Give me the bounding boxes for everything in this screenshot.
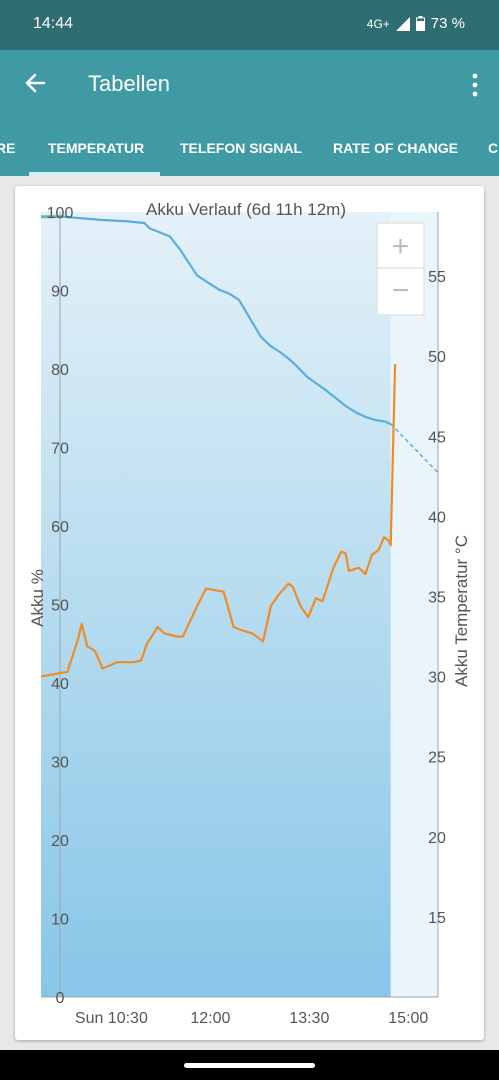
back-arrow-icon[interactable] xyxy=(20,68,50,98)
battery-line xyxy=(41,215,392,426)
y-axis-label-left: Akku % xyxy=(28,569,47,627)
signal-icon xyxy=(395,16,410,31)
zoom-controls: + − xyxy=(376,222,425,316)
y-axis-label-right: Akku Temperatur °C xyxy=(452,535,471,687)
y-tick-right: 55 xyxy=(428,269,446,286)
app-bar: Tabellen xyxy=(0,50,499,118)
tab-bar: RE TEMPERATUR TELEFON SIGNAL RATE OF CHA… xyxy=(0,118,499,176)
projection-region xyxy=(390,212,438,997)
y-tick-left: 10 xyxy=(51,912,69,929)
tab-previous[interactable]: RE xyxy=(0,140,16,156)
y-tick-left: 20 xyxy=(51,833,69,850)
tab-rate-of-change[interactable]: RATE OF CHANGE xyxy=(333,140,458,156)
zoom-in-icon: + xyxy=(392,230,410,263)
x-tick: 15:00 xyxy=(388,1010,428,1027)
chart-title: Akku Verlauf (6d 11h 12m) xyxy=(146,200,346,219)
y-tick-right: 15 xyxy=(428,910,446,927)
x-tick: 12:00 xyxy=(190,1010,230,1027)
y-tick-left: 60 xyxy=(51,519,69,536)
tab-indicator xyxy=(29,172,160,176)
y-tick-left: 100 xyxy=(47,205,74,222)
y-tick-left: 70 xyxy=(51,441,69,458)
x-tick: Sun 10:30 xyxy=(75,1010,148,1027)
battery-chart[interactable]: 0 10 20 30 40 50 60 70 80 90 100 15 20 25 30 35 40 45 50 55… xyxy=(15,186,484,1040)
network-type: 4G+ xyxy=(366,16,390,31)
temperature-line xyxy=(40,364,397,678)
y-tick-left: 40 xyxy=(51,676,69,693)
y-tick-right: 40 xyxy=(428,509,446,526)
zoom-out-button[interactable] xyxy=(376,267,425,316)
navigation-bar xyxy=(0,1050,499,1080)
status-indicators: 4G+ 73 % xyxy=(367,15,465,32)
tab-temperatur[interactable]: TEMPERATUR xyxy=(48,140,145,156)
status-bar: 14:44 4G+ 73 % xyxy=(0,0,499,50)
y-tick-left: 30 xyxy=(51,755,69,772)
battery-percent: 73 % xyxy=(430,15,465,32)
chart-card: 0 10 20 30 40 50 60 70 80 90 100 15 20 25 30 35 40 45 50 55… xyxy=(15,186,484,1040)
y-tick-left: 0 xyxy=(56,990,65,1007)
y-tick-left: 80 xyxy=(51,362,69,379)
more-options-icon[interactable] xyxy=(469,72,481,98)
page-title: Tabellen xyxy=(88,71,170,96)
zoom-out-icon: − xyxy=(392,274,410,307)
battery-icon xyxy=(415,16,425,31)
x-tick: 13:30 xyxy=(289,1010,329,1027)
y-tick-left: 50 xyxy=(51,598,69,615)
battery-area xyxy=(41,212,391,997)
zoom-in-button[interactable] xyxy=(376,222,425,271)
y-tick-right: 30 xyxy=(428,670,446,687)
y-tick-right: 25 xyxy=(428,750,446,767)
y-tick-right: 50 xyxy=(428,349,446,366)
y-tick-right: 20 xyxy=(428,830,446,847)
home-handle[interactable] xyxy=(184,1063,315,1068)
tab-telefon-signal[interactable]: TELEFON SIGNAL xyxy=(180,140,303,156)
battery-projection-line xyxy=(390,423,439,474)
tab-next[interactable]: C xyxy=(488,140,499,156)
y-tick-right: 45 xyxy=(428,429,446,446)
y-tick-left: 90 xyxy=(51,284,69,301)
status-time: 14:44 xyxy=(33,15,74,32)
y-tick-right: 35 xyxy=(428,589,446,606)
